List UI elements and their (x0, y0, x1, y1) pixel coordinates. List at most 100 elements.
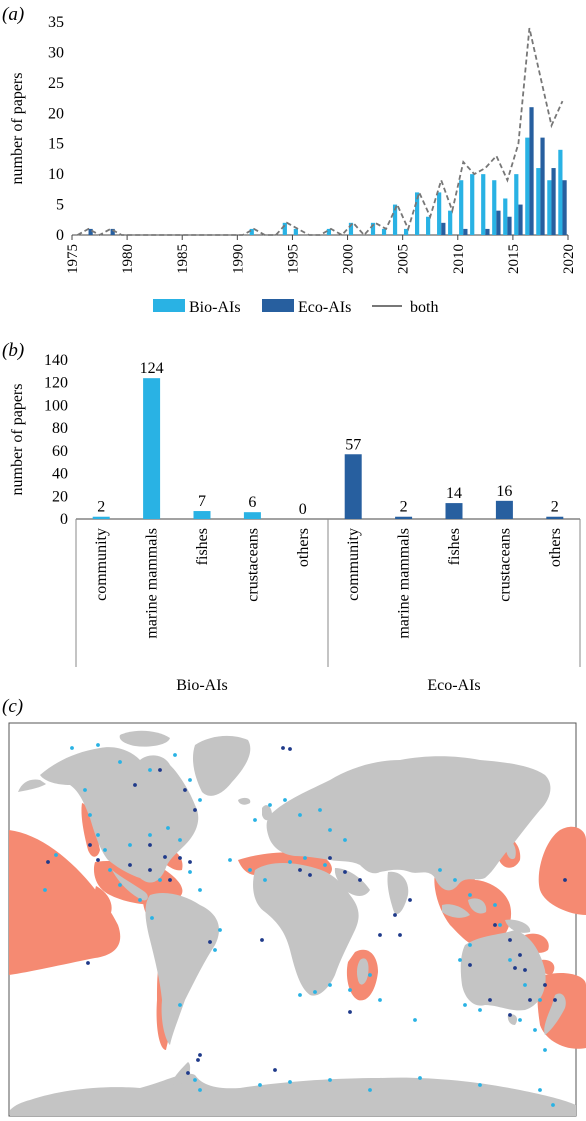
site-dot-bio-ais (138, 898, 142, 902)
land-japan (505, 839, 516, 860)
site-dot-bio-ais (148, 768, 152, 772)
y-tick-label-a: 0 (56, 227, 64, 244)
site-dot-eco-ais (133, 783, 137, 787)
site-dot-bio-ais (54, 853, 58, 857)
panel-label-b: (b) (2, 340, 24, 361)
land-india (387, 871, 409, 915)
site-dot-eco-ais (523, 968, 527, 972)
site-dot-eco-ais (260, 938, 264, 942)
site-dot-bio-ais (258, 1083, 262, 1087)
y-tick-label-a: 15 (48, 136, 64, 153)
site-dot-bio-ais (70, 746, 74, 750)
bar-eco-ais (110, 228, 115, 235)
site-dot-bio-ais (268, 803, 272, 807)
land-indonesia (442, 904, 470, 918)
site-dot-eco-ais (273, 1068, 277, 1072)
y-tick-label-b: 40 (52, 466, 68, 483)
region-east-pacific (93, 886, 112, 916)
site-dot-bio-ais (468, 893, 472, 897)
site-dot-bio-ais (128, 843, 132, 847)
site-dot-eco-ais (168, 878, 172, 882)
y-tick-label-b: 120 (44, 375, 68, 392)
legend-label-eco-ais: Eco-AIs (298, 299, 351, 316)
site-dot-eco-ais (488, 998, 492, 1002)
site-dot-bio-ais (198, 888, 202, 892)
data-label-b: 16 (496, 483, 512, 500)
site-dot-bio-ais (88, 813, 92, 817)
site-dot-bio-ais (378, 998, 382, 1002)
site-dot-eco-ais (468, 963, 472, 967)
land-madagascar (356, 958, 369, 985)
bar-bio-ais (403, 228, 409, 235)
site-dot-eco-ais (553, 998, 557, 1002)
site-dot-bio-ais (253, 818, 257, 822)
site-dot-bio-ais (463, 1003, 467, 1007)
land-borneo (468, 898, 487, 914)
x-tick-label-a: 2010 (451, 244, 467, 274)
site-dot-eco-ais (186, 1071, 190, 1075)
land-masses (10, 730, 576, 1116)
panel-label-a: (a) (2, 4, 24, 25)
bar-eco-ais-marine-mammals (395, 516, 413, 519)
site-dot-bio-ais (343, 838, 347, 842)
site-dot-eco-ais (493, 923, 497, 927)
bar-bio-ais (293, 228, 298, 235)
site-dot-bio-ais (198, 798, 202, 802)
site-dot-eco-ais (196, 1058, 200, 1062)
site-dot-eco-ais (96, 858, 100, 862)
site-dot-eco-ais (298, 868, 302, 872)
map-content (9, 730, 586, 1116)
line-both (77, 27, 564, 237)
site-dot-bio-ais (148, 833, 152, 837)
site-dot-eco-ais (348, 1010, 352, 1014)
bar-bio-ais (381, 228, 387, 235)
data-label-b: 6 (248, 494, 256, 511)
site-dot-bio-ais (453, 878, 457, 882)
y-tick-label-a: 10 (48, 166, 64, 183)
site-dot-eco-ais (513, 966, 517, 970)
bar-eco-ais-crustaceans (495, 500, 513, 519)
land-australia (460, 930, 546, 1011)
site-dot-bio-ais (551, 1103, 555, 1107)
site-dot-bio-ais (150, 916, 154, 920)
site-dot-bio-ais (538, 998, 542, 1002)
land-central-america (112, 870, 148, 901)
bar-eco-ais (551, 168, 556, 235)
site-dot-bio-ais (518, 1018, 522, 1022)
site-dot-bio-ais (533, 1028, 537, 1032)
bar-eco-ais (88, 228, 93, 235)
site-dot-bio-ais (538, 1088, 542, 1092)
bar-eco-ais (507, 216, 512, 235)
land-new-zealand (544, 993, 566, 1035)
site-dot-eco-ais (148, 868, 152, 872)
site-dot-eco-ais (208, 940, 212, 944)
bar-bio-ais (282, 222, 287, 235)
site-dot-bio-ais (118, 760, 122, 764)
land-iceland (238, 797, 251, 805)
bar-eco-ais-others (546, 516, 564, 519)
y-tick-label-a: 5 (56, 197, 64, 214)
site-dot-bio-ais (118, 883, 122, 887)
category-label-b: fishes (446, 528, 463, 565)
bar-eco-ais (529, 107, 534, 235)
site-dot-bio-ais (43, 888, 47, 892)
bar-eco-ais (562, 180, 567, 235)
x-tick-label-a: 2020 (561, 244, 577, 274)
bar-bio-ais (459, 180, 464, 235)
site-dot-bio-ais (188, 870, 192, 874)
land-arabia (334, 868, 370, 896)
site-dot-bio-ais (493, 903, 497, 907)
y-tick-label-a: 25 (48, 75, 64, 92)
site-dot-eco-ais (198, 1053, 202, 1057)
bar-bio-ais (481, 174, 486, 235)
bar-bio-ais-crustaceans (243, 512, 261, 519)
category-label-b: others (547, 528, 564, 567)
site-dot-eco-ais (158, 768, 162, 772)
x-tick-label-a: 2005 (396, 244, 412, 274)
bar-bio-ais (249, 228, 254, 235)
site-dot-bio-ais (158, 878, 162, 882)
site-dot-bio-ais (508, 958, 512, 962)
legend-label-both: both (410, 299, 438, 316)
